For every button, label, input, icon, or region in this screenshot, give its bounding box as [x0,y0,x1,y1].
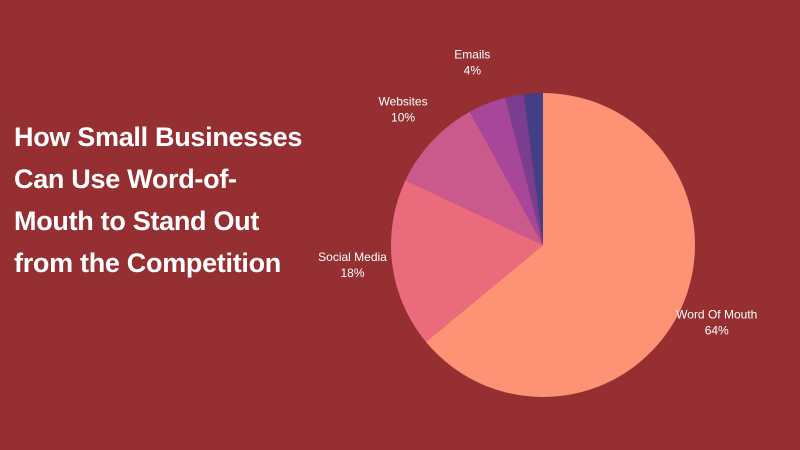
pie-slice [505,94,543,245]
slice-label: Social Media [318,250,387,264]
slice-label: Word Of Mouth [676,308,757,322]
pie-slice [390,180,543,342]
pie-slice [469,97,543,245]
slice-value-label: 18% [340,266,364,280]
slice-value-label: 4% [464,63,482,77]
slice-value-label: 64% [705,324,729,338]
slice-value-label: 10% [391,111,415,125]
chart-title: How Small Businesses Can Use Word-of-Mou… [14,122,303,278]
pie-slice [425,93,695,398]
pie-slice [405,111,543,245]
slice-label: Websites [378,95,427,109]
pie-slice [523,93,543,245]
slice-label: Emails [454,47,490,61]
